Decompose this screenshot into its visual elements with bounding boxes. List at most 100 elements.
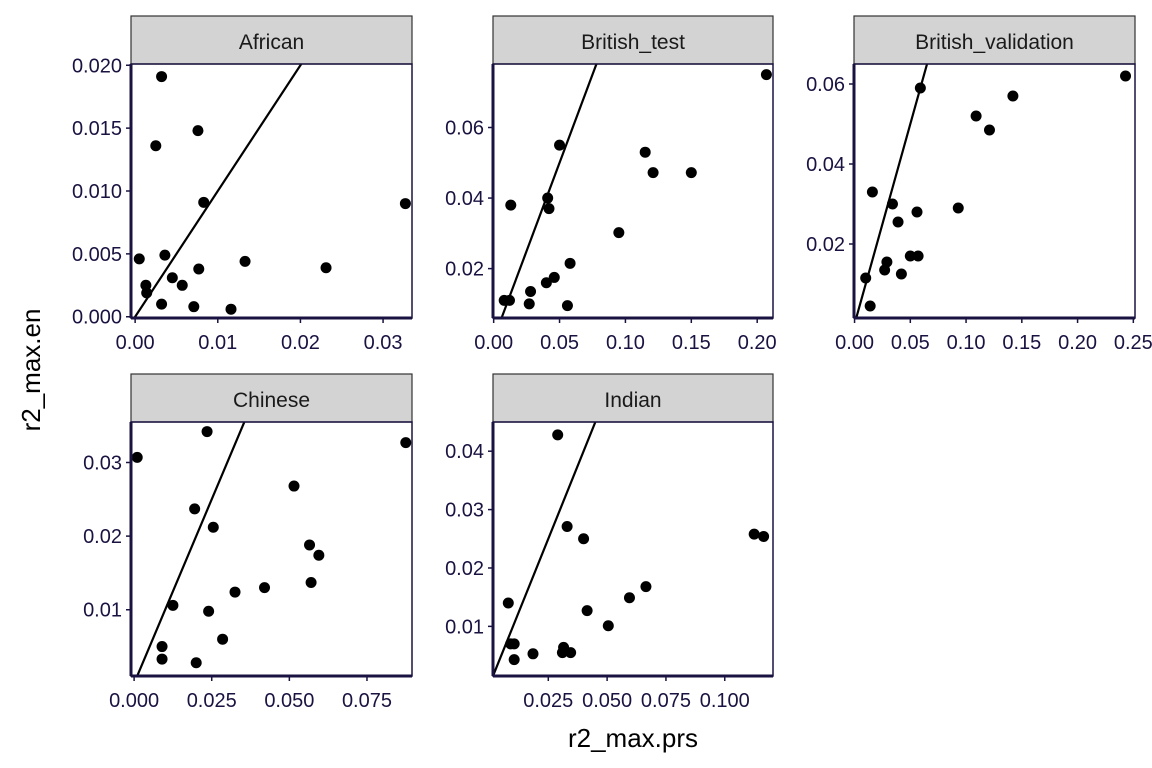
data-point (288, 480, 300, 492)
data-point (150, 140, 162, 152)
x-tick-label: 0.00 (116, 332, 155, 354)
data-point (623, 592, 635, 604)
x-tick-label: 0.100 (700, 690, 750, 712)
data-point (881, 256, 893, 268)
data-point (895, 268, 907, 280)
x-tick-label: 0.10 (947, 332, 986, 354)
data-point (305, 576, 317, 588)
data-point (505, 199, 517, 211)
x-tick-label: 0.025 (523, 690, 573, 712)
data-point (508, 654, 520, 666)
data-point (229, 586, 241, 598)
y-tick-label: 0.000 (72, 307, 122, 329)
x-tick-label: 0.025 (187, 690, 237, 712)
x-tick-label: 0.20 (1058, 332, 1097, 354)
panel-british-validation: British_validation 0.02 0.04 0.06 0.00 0.05 0.… (806, 15, 1152, 354)
data-point (578, 533, 590, 545)
data-point (758, 530, 770, 542)
x-axis-title: r2_max.prs (568, 723, 698, 753)
data-point (748, 528, 760, 540)
y-tick-label: 0.02 (83, 526, 122, 548)
data-point (188, 301, 200, 313)
x-tick-label: 0.00 (835, 332, 874, 354)
data-point (860, 272, 872, 284)
data-point (613, 227, 625, 239)
reference-line (136, 422, 246, 676)
data-point (639, 146, 651, 158)
y-tick-label: 0.020 (72, 55, 122, 77)
data-point (399, 198, 411, 210)
facet-strip (130, 15, 413, 65)
facet-strip (492, 373, 774, 423)
panel-border (492, 63, 774, 319)
data-point (581, 605, 593, 617)
data-point (189, 503, 201, 515)
x-tick-label: 0.05 (540, 332, 579, 354)
y-tick-label: 0.010 (72, 181, 122, 203)
y-axis-title: r2_max.en (16, 309, 46, 432)
y-tick-label: 0.06 (445, 118, 484, 140)
x-tick-label: 0.15 (1002, 332, 1041, 354)
y-tick-label: 0.02 (806, 234, 845, 256)
data-point (540, 277, 552, 289)
data-point (561, 521, 573, 533)
data-point (239, 255, 251, 267)
x-tick-label: 0.02 (281, 332, 320, 354)
y-tick-label: 0.04 (445, 188, 484, 210)
data-point (502, 597, 514, 609)
data-point (543, 203, 555, 215)
y-tick-label: 0.04 (806, 154, 845, 176)
data-point (133, 253, 145, 265)
y-tick-label: 0.06 (806, 74, 845, 96)
panel-indian: Indian 0.01 0.02 0.03 0.04 0.025 0.050 0.075 0.1… (445, 373, 774, 712)
panel-border (130, 421, 413, 677)
x-tick-label: 0.10 (606, 332, 645, 354)
data-point (912, 250, 924, 262)
x-tick-label: 0.03 (364, 332, 403, 354)
data-point (914, 82, 926, 94)
data-point (400, 437, 412, 449)
y-tick-label: 0.01 (445, 616, 484, 638)
data-point (864, 300, 876, 312)
panel-british-test: British_test 0.02 0.04 0.06 0.00 0.05 0.10 0.15… (445, 15, 777, 354)
data-point (1007, 90, 1019, 102)
data-point (565, 647, 577, 659)
data-point (217, 633, 229, 645)
x-tick-label: 0.15 (672, 332, 711, 354)
data-point (760, 69, 772, 81)
reference-line (500, 64, 598, 318)
x-tick-label: 0.00 (474, 332, 513, 354)
data-point (866, 186, 878, 198)
data-point (313, 549, 325, 561)
data-point (131, 451, 143, 463)
data-point (159, 249, 171, 261)
data-point (156, 71, 168, 83)
reference-line (132, 64, 303, 318)
x-tick-label: 0.075 (641, 690, 691, 712)
data-point (911, 206, 923, 218)
data-point (203, 605, 215, 617)
data-point (542, 192, 554, 204)
facet-strip-label: Chinese (233, 389, 310, 412)
x-tick-label: 0.000 (109, 690, 159, 712)
data-point (207, 521, 219, 533)
y-tick-label: 0.04 (445, 441, 484, 463)
data-point (503, 294, 515, 306)
data-point (640, 581, 652, 593)
data-point (525, 286, 537, 298)
data-point (156, 653, 168, 665)
data-point (554, 139, 566, 151)
y-tick-label: 0.02 (445, 558, 484, 580)
data-point (190, 657, 202, 669)
y-tick-label: 0.015 (72, 118, 122, 140)
panel-african: African 0.000 0.005 0.010 0.015 0.020 0.00 0.01… (72, 15, 413, 354)
panel-border (853, 63, 1136, 319)
x-tick-label: 0.05 (891, 332, 930, 354)
data-point (548, 271, 560, 283)
data-point (156, 641, 168, 653)
facet-strip-label: British_test (581, 31, 685, 54)
data-point (552, 429, 564, 441)
data-point (904, 250, 916, 262)
y-tick-label: 0.02 (445, 259, 484, 281)
data-point (892, 216, 904, 228)
